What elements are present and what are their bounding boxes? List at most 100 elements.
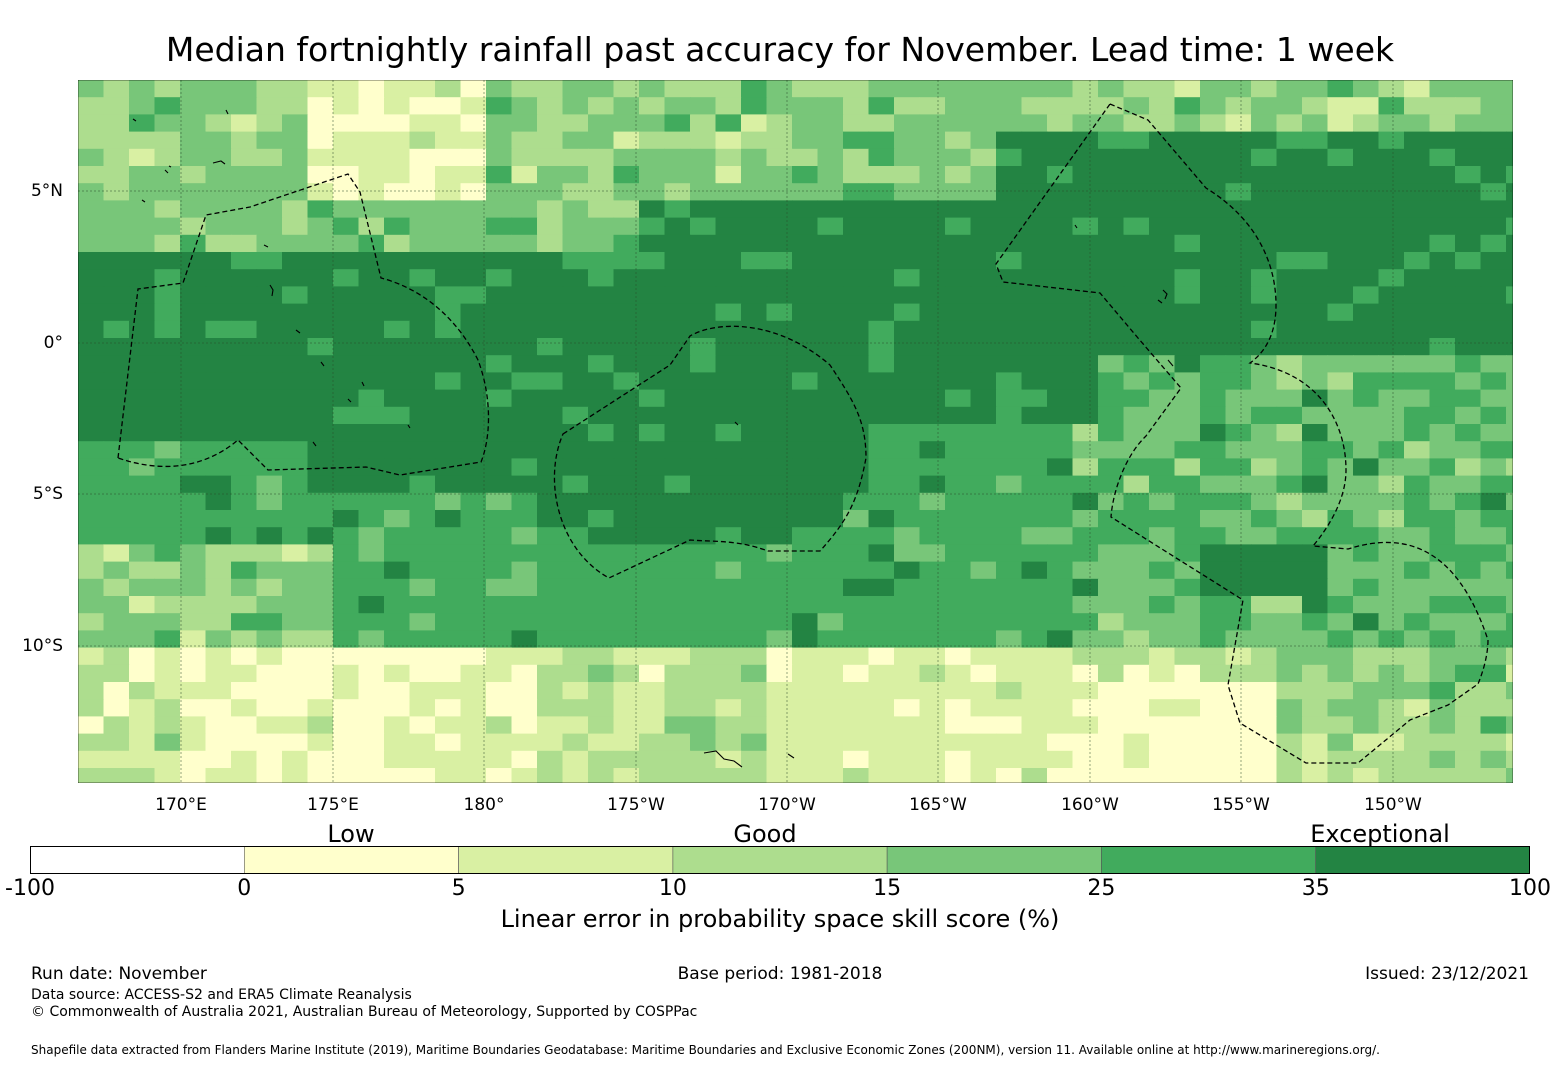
grid-cell (154, 492, 181, 511)
grid-cell (1506, 682, 1513, 700)
grid-cell (664, 492, 691, 511)
grid-cell (970, 510, 997, 528)
grid-cell (1327, 355, 1354, 373)
grid-cell (256, 492, 283, 511)
grid-cell (1200, 544, 1227, 563)
grid-cell (154, 716, 181, 735)
grid-cell (1404, 458, 1431, 477)
grid-cell (103, 647, 130, 666)
grid-cell (1480, 131, 1507, 150)
grid-cell (511, 630, 538, 649)
grid-cell (664, 166, 691, 184)
grid-cell (1174, 372, 1201, 391)
grid-cell (741, 561, 768, 580)
grid-cell (1455, 424, 1482, 442)
grid-cell (435, 355, 462, 373)
grid-cell (562, 716, 589, 735)
grid-cell (690, 664, 717, 683)
grid-cell (588, 320, 615, 339)
grid-cell (690, 630, 717, 649)
grid-cell (843, 269, 870, 287)
grid-cell (690, 475, 717, 494)
grid-cell (358, 716, 385, 735)
grid-cell (588, 527, 615, 545)
grid-cell (205, 406, 232, 425)
grid-cell (1429, 183, 1456, 201)
grid-cell (1506, 441, 1513, 459)
grid-cell (231, 458, 258, 477)
grid-cell (1429, 561, 1456, 580)
grid-cell (664, 217, 691, 236)
grid-cell (307, 750, 334, 769)
grid-cell (817, 166, 844, 184)
grid-cell (690, 527, 717, 545)
grid-cell (1098, 183, 1125, 201)
grid-cell (78, 389, 105, 408)
grid-cell (1047, 750, 1074, 769)
grid-cell (970, 716, 997, 735)
grid-cell (1021, 492, 1048, 511)
grid-cell (1098, 286, 1125, 305)
grid-cell (154, 578, 181, 597)
grid-cell (766, 630, 793, 649)
grid-cell (1021, 131, 1048, 150)
grid-cell (664, 148, 691, 167)
grid-cell (843, 699, 870, 717)
grid-cell (409, 320, 436, 339)
grid-cell (1200, 355, 1227, 373)
grid-cell (435, 630, 462, 649)
grid-cell (333, 768, 360, 783)
grid-cell (1480, 320, 1507, 339)
grid-cell (231, 372, 258, 391)
grid-cell (1123, 252, 1150, 270)
grid-cell (1047, 234, 1074, 253)
grid-cell (180, 768, 207, 783)
grid-cell (1404, 80, 1431, 98)
grid-cell (996, 217, 1023, 236)
grid-cell (460, 114, 487, 133)
grid-cell (1123, 578, 1150, 597)
grid-cell (1225, 475, 1252, 494)
grid-cell (358, 355, 385, 373)
grid-cell (588, 596, 615, 614)
grid-cell (1072, 475, 1099, 494)
grid-cell (1174, 252, 1201, 270)
grid-cell (690, 269, 717, 287)
grid-cell (1174, 269, 1201, 287)
grid-cell (1251, 114, 1278, 133)
grid-cell (562, 355, 589, 373)
grid-cell (129, 269, 156, 287)
grid-cell (1072, 355, 1099, 373)
grid-cell (843, 733, 870, 752)
grid-cell (1327, 630, 1354, 649)
grid-cell (1378, 733, 1405, 752)
grid-cell (894, 561, 921, 580)
grid-cell (205, 596, 232, 614)
grid-cell (486, 424, 513, 442)
grid-cell (384, 389, 411, 408)
grid-cell (78, 458, 105, 477)
colorbar-swatch (30, 846, 245, 874)
grid-cell (1404, 630, 1431, 649)
grid-cell (231, 320, 258, 339)
grid-cell (1072, 682, 1099, 700)
grid-cell (1455, 406, 1482, 425)
grid-cell (333, 544, 360, 563)
grid-cell (1251, 338, 1278, 356)
grid-cell (154, 733, 181, 752)
grid-cell (996, 234, 1023, 253)
grid-cell (486, 768, 513, 783)
grid-cell (282, 252, 309, 270)
grid-cell (1455, 441, 1482, 459)
grid-cell (1098, 733, 1125, 752)
grid-cell (1276, 716, 1303, 735)
grid-cell (970, 561, 997, 580)
grid-cell (511, 303, 538, 322)
grid-cell (1429, 303, 1456, 322)
grid-cell (1098, 234, 1125, 253)
grid-cell (766, 372, 793, 391)
grid-cell (792, 114, 819, 133)
grid-cell (1200, 613, 1227, 631)
grid-cell (1327, 217, 1354, 236)
grid-cell (1072, 303, 1099, 322)
